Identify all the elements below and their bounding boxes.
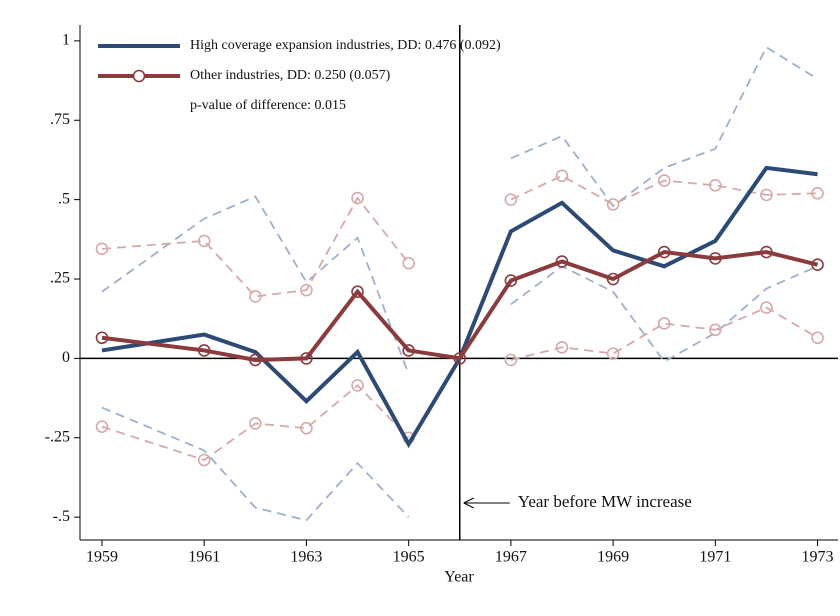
point-marker — [606, 198, 620, 211]
annotation: Year before MW increase — [518, 492, 692, 511]
point-marker — [760, 188, 773, 202]
point-marker — [606, 347, 620, 360]
legend-label: Other industries, DD: 0.250 (0.057) — [190, 68, 391, 83]
x-tick-label: 1969 — [597, 549, 629, 566]
x-tick-label: 1971 — [699, 549, 731, 566]
arrow-head — [463, 497, 474, 509]
x-tick-label: 1963 — [290, 549, 322, 566]
point-marker — [555, 255, 569, 268]
point-marker — [555, 340, 569, 354]
x-tick-label: 1965 — [393, 549, 425, 566]
x-tick-label: 1959 — [86, 549, 118, 566]
point-marker — [760, 245, 773, 259]
x-tick-label: 1967 — [495, 549, 527, 566]
point-marker — [95, 242, 109, 256]
point-marker — [657, 174, 671, 187]
series-line — [101, 249, 819, 362]
point-marker — [249, 290, 262, 303]
x-axis-label: Year — [444, 569, 474, 586]
x-tick-label: 1973 — [802, 549, 834, 566]
point-marker — [95, 420, 109, 433]
legend-marker — [132, 69, 146, 83]
point-marker — [197, 453, 211, 467]
point-marker — [351, 191, 364, 205]
confidence-line — [101, 306, 819, 461]
y-tick-label: .75 — [50, 111, 70, 128]
point-marker — [709, 179, 722, 192]
point-marker — [95, 331, 109, 345]
point-marker — [657, 245, 671, 259]
point-marker — [811, 186, 824, 200]
annotation: p-value of difference: 0.015 — [190, 98, 346, 113]
point-marker — [657, 317, 671, 330]
point-marker — [709, 323, 722, 337]
point-marker — [555, 169, 569, 183]
point-marker — [197, 234, 211, 248]
point-marker — [453, 352, 467, 365]
y-tick-label: .5 — [58, 190, 70, 207]
point-marker — [402, 344, 415, 357]
point-marker — [351, 379, 364, 392]
point-marker — [402, 256, 415, 270]
point-marker — [300, 352, 313, 365]
point-marker — [504, 353, 518, 367]
y-tick-label: -.5 — [53, 508, 70, 525]
point-marker — [504, 193, 518, 206]
point-marker — [811, 258, 824, 272]
point-marker — [709, 252, 722, 265]
point-marker — [249, 417, 262, 430]
point-marker — [504, 274, 518, 287]
confidence-line — [101, 174, 818, 298]
point-marker — [249, 353, 262, 367]
point-marker — [760, 301, 773, 314]
x-tick-label: 1961 — [188, 549, 220, 566]
point-marker — [606, 272, 620, 286]
point-marker — [811, 331, 824, 345]
point-marker — [351, 285, 364, 299]
confidence-line — [101, 45, 819, 375]
y-tick-label: -.25 — [45, 428, 70, 445]
point-marker — [197, 344, 211, 357]
y-tick-label: .25 — [50, 270, 70, 287]
legend-label: High coverage expansion industries, DD: … — [190, 38, 501, 53]
y-tick-label: 0 — [62, 349, 70, 366]
point-marker — [300, 283, 313, 297]
point-marker — [300, 421, 313, 435]
y-tick-label: 1 — [62, 32, 70, 49]
